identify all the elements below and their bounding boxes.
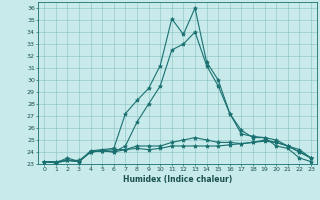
X-axis label: Humidex (Indice chaleur): Humidex (Indice chaleur): [123, 175, 232, 184]
